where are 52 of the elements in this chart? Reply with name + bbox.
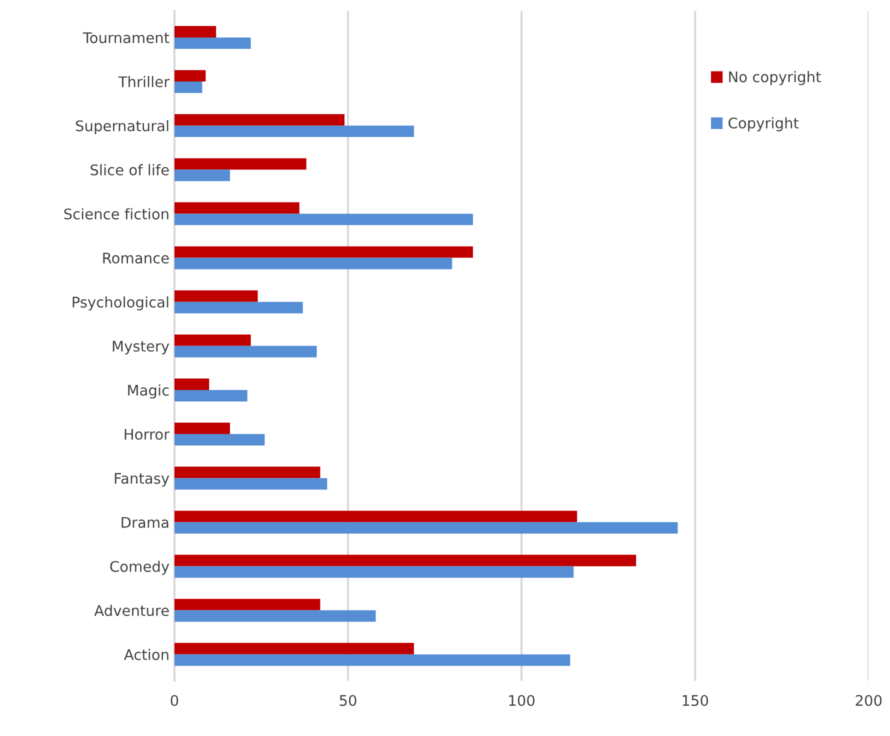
bar (174, 37, 251, 49)
bar (174, 246, 473, 258)
bar (174, 478, 328, 490)
bar (174, 202, 300, 214)
bar (174, 566, 574, 578)
y-tick-label: Mystery (112, 340, 170, 354)
x-tick-label: 0 (170, 694, 178, 706)
legend-label: No copyright (729, 71, 821, 86)
legend-label: Copyright (728, 117, 799, 132)
y-tick-label: Comedy (110, 560, 170, 575)
bar (174, 334, 251, 346)
bar (174, 510, 578, 522)
bar (174, 302, 303, 314)
y-tick-label: Tournament (82, 32, 170, 44)
bar (174, 258, 452, 270)
y-tick-label: Magic (128, 384, 169, 399)
bar (174, 522, 678, 534)
bar (174, 70, 206, 82)
bar (174, 422, 230, 434)
x-tick-label: 50 (340, 694, 356, 706)
y-tick-label: Action (124, 648, 168, 660)
bar (174, 170, 230, 182)
y-tick-label: Fantasy (114, 473, 170, 487)
bar (174, 378, 210, 390)
bar (174, 610, 376, 622)
x-tick-label: 200 (856, 694, 882, 706)
y-tick-label: Drama (122, 517, 168, 528)
bar (174, 290, 258, 302)
y-tick-label: Science fiction (64, 208, 168, 220)
bar (174, 82, 202, 93)
bar (174, 158, 306, 170)
y-tick-label: Psychological (72, 296, 168, 310)
x-tick-label: 100 (509, 694, 534, 706)
bar (174, 390, 248, 402)
y-tick-label: Romance (103, 252, 169, 264)
x-tick-label: 150 (682, 694, 708, 706)
bar (174, 642, 414, 654)
bar (174, 346, 317, 358)
bar (174, 434, 265, 446)
y-tick-label: Adventure (94, 604, 169, 616)
bar (174, 126, 414, 138)
bar (174, 26, 216, 38)
y-tick-label: Thriller (118, 76, 170, 88)
y-tick-label: Slice of life (90, 164, 169, 176)
bar (174, 114, 345, 126)
y-tick-label: Supernatural (76, 120, 168, 134)
bar (174, 654, 570, 666)
bar (174, 214, 473, 226)
y-tick-label: Horror (124, 428, 170, 440)
bar (174, 554, 636, 566)
bar (174, 598, 320, 610)
bar (174, 466, 320, 478)
